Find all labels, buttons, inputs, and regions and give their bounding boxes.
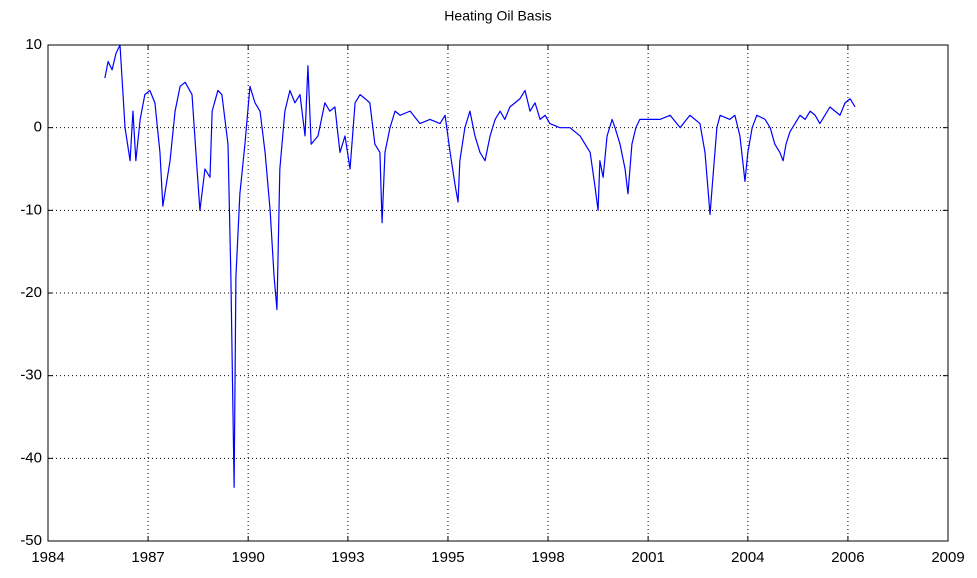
x-tick-label: 1987	[131, 549, 164, 566]
y-tick-label: -40	[20, 449, 42, 466]
y-tick-label: -30	[20, 367, 42, 384]
y-tick-label: -10	[20, 201, 42, 218]
plot-frame	[47, 44, 949, 542]
x-tick-label: 2006	[831, 549, 864, 566]
y-tick-label: -50	[20, 532, 42, 549]
x-tick-label: 2009	[931, 549, 964, 566]
x-tick-label: 1984	[31, 549, 64, 566]
x-tick-label: 2001	[631, 549, 664, 566]
y-tick-label: 0	[34, 119, 42, 136]
y-tick-label: 10	[25, 36, 42, 53]
x-tick-label: 1990	[231, 549, 264, 566]
y-tick-label: -20	[20, 284, 42, 301]
data-line	[104, 44, 856, 488]
x-tick-label: 1998	[531, 549, 564, 566]
x-tick-label: 2004	[731, 549, 764, 566]
x-tick-label: 1995	[431, 549, 464, 566]
chart-title: Heating Oil Basis	[444, 8, 551, 24]
x-tick-label: 1993	[331, 549, 364, 566]
